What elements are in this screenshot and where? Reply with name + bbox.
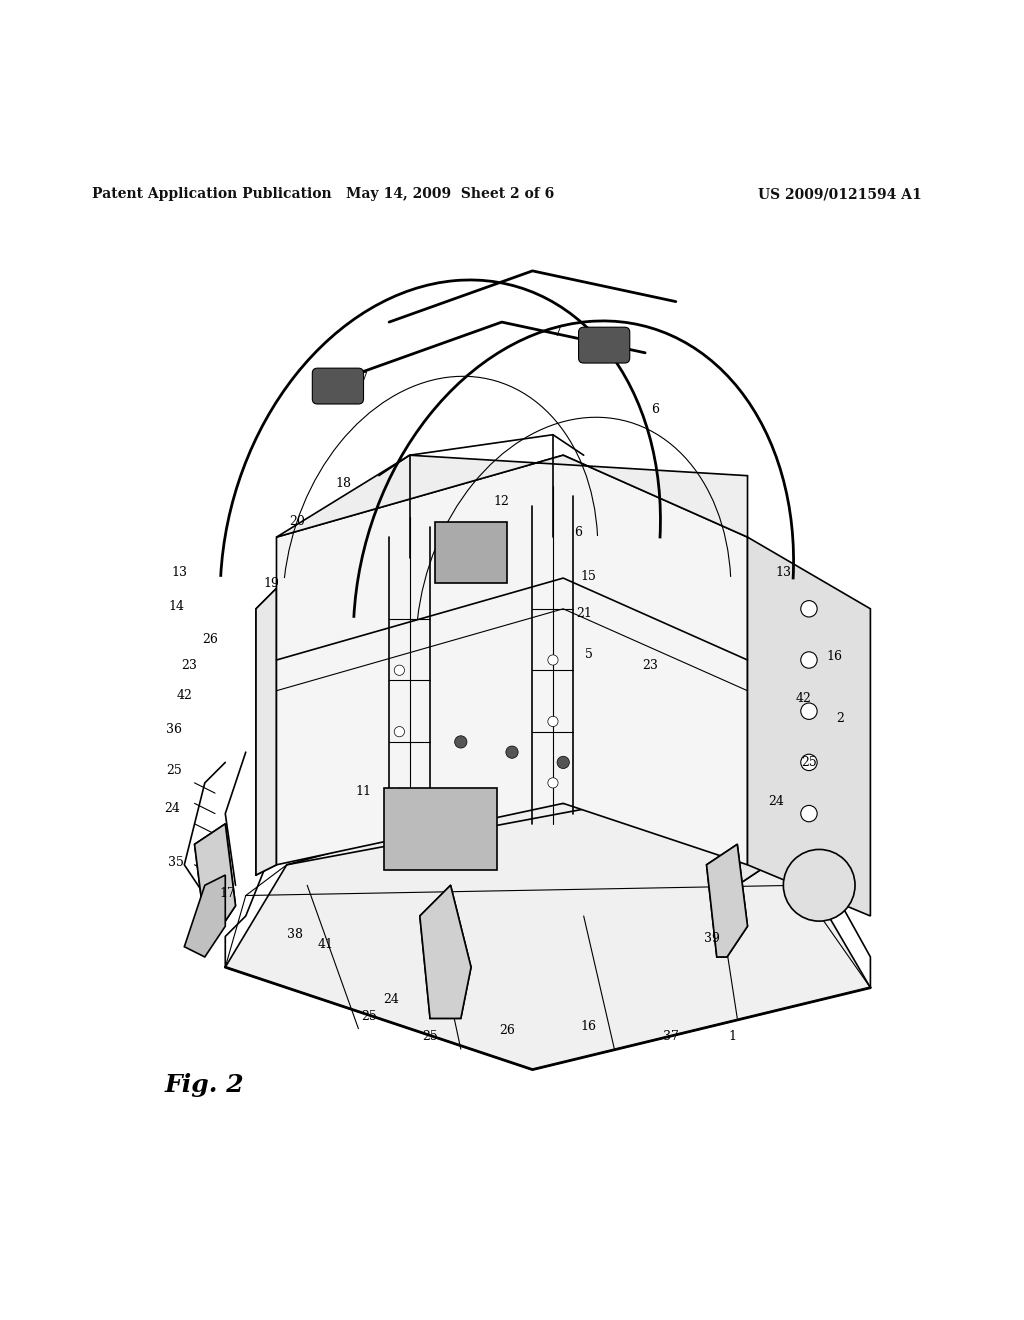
Circle shape — [506, 746, 518, 758]
Text: 24: 24 — [768, 795, 784, 808]
Text: 24: 24 — [383, 994, 399, 1006]
Text: 42: 42 — [796, 693, 812, 705]
Polygon shape — [748, 537, 870, 916]
Text: 6: 6 — [651, 403, 659, 416]
Text: 18: 18 — [335, 478, 351, 490]
Circle shape — [801, 601, 817, 616]
Text: 25: 25 — [801, 756, 817, 768]
Text: 35: 35 — [168, 857, 184, 870]
Polygon shape — [707, 845, 748, 957]
Text: 17: 17 — [219, 887, 236, 900]
Text: 36: 36 — [166, 723, 182, 737]
Circle shape — [783, 850, 855, 921]
Polygon shape — [737, 619, 768, 886]
Text: 21: 21 — [575, 607, 592, 620]
FancyBboxPatch shape — [579, 327, 630, 363]
Text: 7: 7 — [359, 372, 368, 385]
Polygon shape — [225, 804, 870, 1069]
Circle shape — [801, 652, 817, 668]
Text: 26: 26 — [202, 634, 218, 645]
Text: 16: 16 — [826, 651, 843, 664]
Text: 26: 26 — [499, 1024, 515, 1038]
Polygon shape — [184, 875, 225, 957]
Circle shape — [394, 665, 404, 676]
Text: 25: 25 — [422, 1031, 438, 1043]
Text: 24: 24 — [164, 803, 180, 814]
Text: 38: 38 — [287, 928, 303, 941]
Text: 39: 39 — [703, 932, 720, 945]
Text: 16: 16 — [581, 1020, 597, 1034]
Text: 12: 12 — [494, 495, 510, 508]
Text: 15: 15 — [581, 569, 597, 582]
Polygon shape — [420, 886, 471, 1019]
Polygon shape — [256, 589, 276, 875]
Circle shape — [548, 717, 558, 726]
Text: 19: 19 — [263, 577, 280, 590]
Text: 7: 7 — [554, 326, 562, 339]
Circle shape — [801, 704, 817, 719]
Circle shape — [557, 756, 569, 768]
Text: 2: 2 — [836, 711, 844, 725]
Text: May 14, 2009  Sheet 2 of 6: May 14, 2009 Sheet 2 of 6 — [346, 187, 555, 201]
Text: 25: 25 — [360, 1010, 377, 1023]
Text: 14: 14 — [168, 601, 184, 614]
Polygon shape — [195, 824, 236, 936]
Circle shape — [801, 754, 817, 771]
Text: 23: 23 — [642, 659, 658, 672]
Circle shape — [548, 655, 558, 665]
Text: 25: 25 — [166, 764, 182, 777]
Text: US 2009/0121594 A1: US 2009/0121594 A1 — [758, 187, 922, 201]
Text: 1: 1 — [728, 1031, 736, 1043]
FancyBboxPatch shape — [312, 368, 364, 404]
Text: 41: 41 — [317, 939, 334, 952]
Text: 13: 13 — [775, 566, 792, 579]
Circle shape — [801, 805, 817, 822]
FancyBboxPatch shape — [435, 521, 507, 583]
Text: Fig. 2: Fig. 2 — [165, 1073, 245, 1097]
Circle shape — [548, 777, 558, 788]
Text: 6: 6 — [574, 525, 583, 539]
Text: 37: 37 — [663, 1031, 679, 1043]
Circle shape — [394, 788, 404, 799]
Polygon shape — [276, 455, 748, 537]
Text: 42: 42 — [176, 689, 193, 702]
Polygon shape — [276, 455, 748, 865]
Text: 11: 11 — [355, 784, 372, 797]
Circle shape — [394, 726, 404, 737]
Text: 23: 23 — [181, 659, 198, 672]
Text: Patent Application Publication: Patent Application Publication — [92, 187, 332, 201]
FancyBboxPatch shape — [384, 788, 497, 870]
Text: 5: 5 — [585, 648, 593, 661]
Text: 20: 20 — [289, 515, 305, 528]
Circle shape — [455, 735, 467, 748]
Text: 13: 13 — [171, 566, 187, 579]
